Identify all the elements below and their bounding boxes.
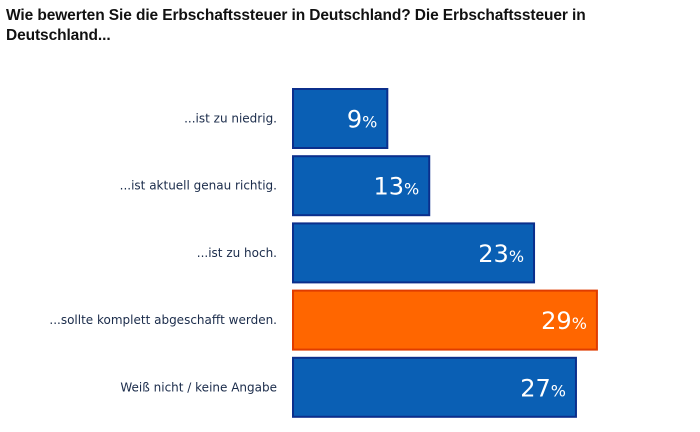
data-label: 13% xyxy=(373,173,419,201)
bar-4 xyxy=(292,356,577,418)
chart-title: Wie bewerten Sie die Erbschaftssteuer in… xyxy=(6,7,586,44)
category-label: ...ist zu niedrig. xyxy=(184,112,277,126)
category-label: ...ist zu hoch. xyxy=(197,246,277,260)
category-label: ...sollte komplett abgeschafft werden. xyxy=(49,313,277,327)
category-label: Weiß nicht / keine Angabe xyxy=(120,380,277,394)
bar-3 xyxy=(292,289,598,351)
category-label: ...ist aktuell genau richtig. xyxy=(120,179,277,193)
data-label: 29% xyxy=(541,307,587,335)
bar-1 xyxy=(292,155,431,217)
data-label: 9% xyxy=(347,106,377,134)
bars-group: ...ist zu niedrig. 9% ...ist aktuell genau… xyxy=(49,88,598,418)
bar-2 xyxy=(292,222,536,284)
bar-0 xyxy=(292,88,389,149)
data-label: 27% xyxy=(520,374,566,402)
data-label: 23% xyxy=(478,240,524,268)
